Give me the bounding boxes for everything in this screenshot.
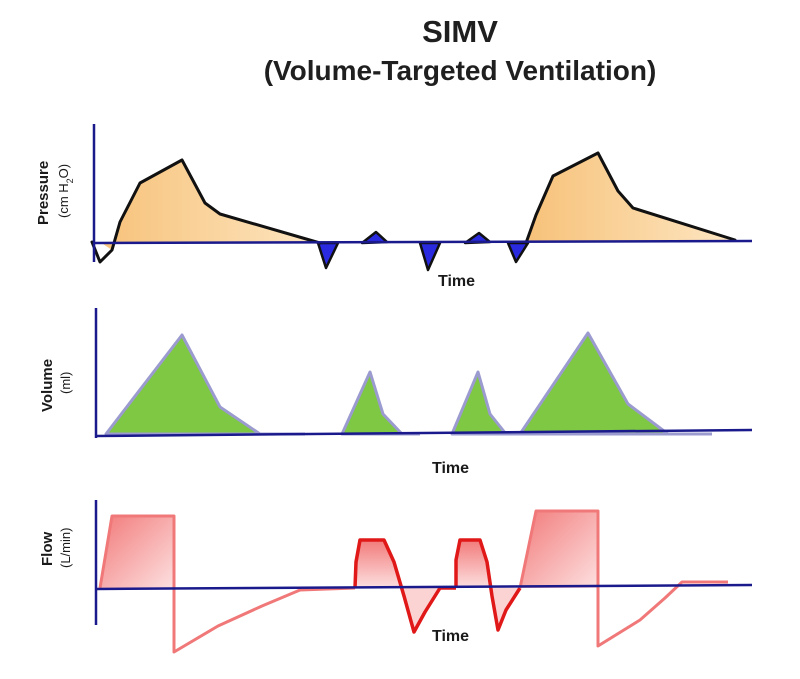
pressure-dip-1 <box>316 241 340 270</box>
flow-x-axis <box>95 583 753 591</box>
pressure-time-label: Time <box>438 273 475 290</box>
volume-spontaneous-breath-2 <box>450 370 508 436</box>
volume-mandatory-breath-2 <box>518 331 670 436</box>
pressure-trace-2 <box>524 151 737 245</box>
volume-mandatory-breath-1 <box>104 333 262 436</box>
flow-panel: Flow (L/min) Time <box>39 500 753 654</box>
flow-spont-insp-1 <box>356 540 402 588</box>
pressure-unit-label: (cm H2O) <box>56 164 75 218</box>
pressure-mandatory-breath-1 <box>100 160 322 250</box>
pressure-mandatory-breath-2 <box>528 153 735 242</box>
pressure-x-axis <box>93 239 753 245</box>
flow-trace-mandatory-1 <box>98 514 356 654</box>
volume-axis-label: Volume <box>39 359 56 412</box>
flow-mandatory-insp-2 <box>520 511 598 588</box>
volume-spontaneous-breath-1 <box>340 370 404 436</box>
flow-trace-spont-1 <box>353 538 456 634</box>
flow-mandatory-insp-1 <box>100 516 174 588</box>
pressure-dip-3 <box>506 241 530 264</box>
diagram-subtitle: (Volume-Targeted Ventilation) <box>263 55 657 86</box>
flow-axis-label: Flow <box>39 532 56 566</box>
diagram-title: SIMV <box>422 14 498 49</box>
flow-trace-spont-2 <box>454 538 522 632</box>
flow-unit-label: (L/min) <box>58 528 73 568</box>
volume-panel: Volume (ml) Time <box>39 308 753 477</box>
pressure-trace-1 <box>90 158 322 264</box>
pressure-panel: Pressure (cm H2O) Time <box>35 124 753 290</box>
volume-time-label: Time <box>432 460 469 477</box>
volume-x-axis <box>95 428 753 438</box>
pressure-axis-label: Pressure <box>35 161 52 225</box>
volume-unit-label: (ml) <box>58 372 73 394</box>
pressure-dip-2 <box>418 241 442 272</box>
flow-time-label: Time <box>432 628 469 645</box>
